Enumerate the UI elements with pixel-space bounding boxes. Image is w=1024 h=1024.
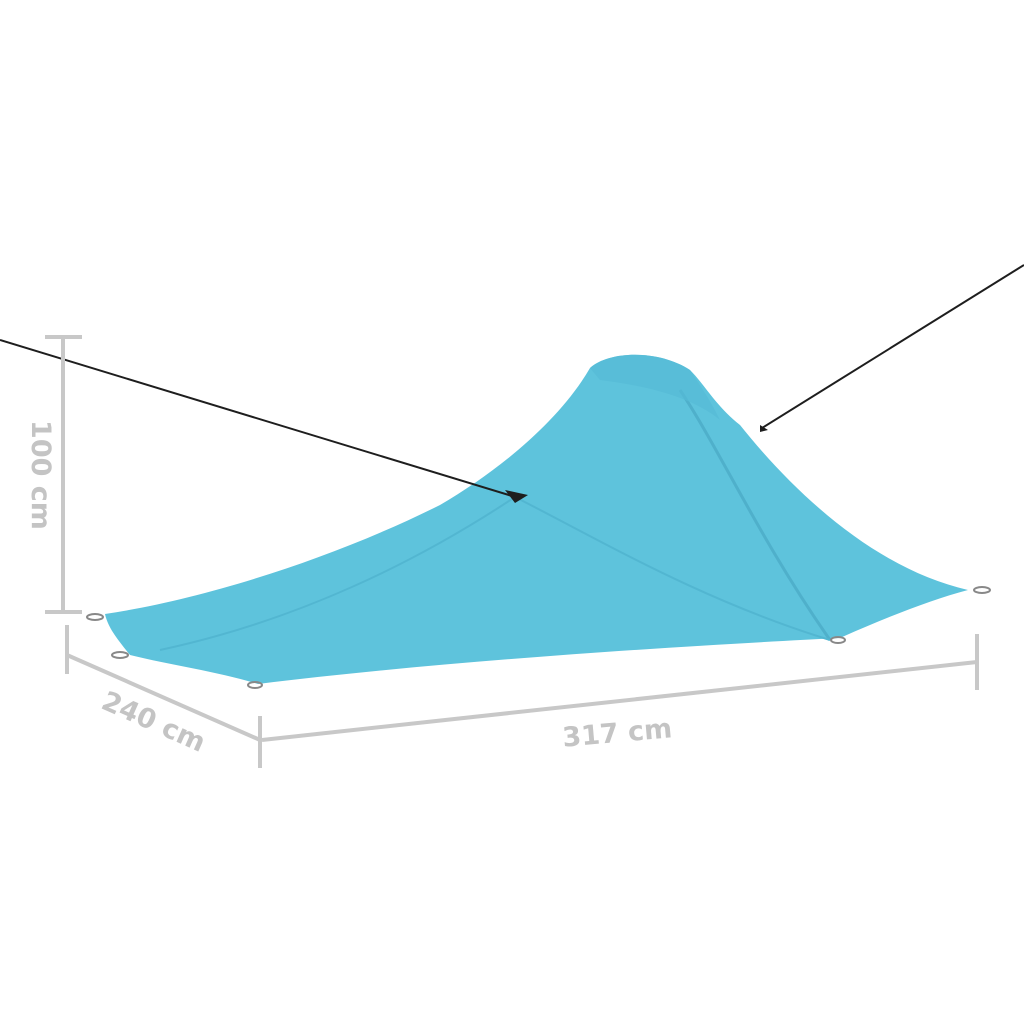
depth-label: 240 cm [97, 686, 210, 759]
tent-fold [159, 496, 516, 651]
width-label: 317 cm [561, 713, 673, 753]
guy-rope-right [761, 264, 1024, 429]
tent-fold [514, 496, 831, 641]
dimension-lines [45, 335, 979, 768]
peg-rings [86, 586, 991, 689]
rope-anchor-right [760, 425, 768, 432]
tent-body [105, 354, 968, 684]
rope-anchor-left [505, 490, 528, 503]
tent-fold [678, 389, 832, 641]
tent-fold [590, 354, 720, 420]
guy-rope-left [0, 339, 513, 497]
height-label: 100 cm [25, 420, 56, 530]
